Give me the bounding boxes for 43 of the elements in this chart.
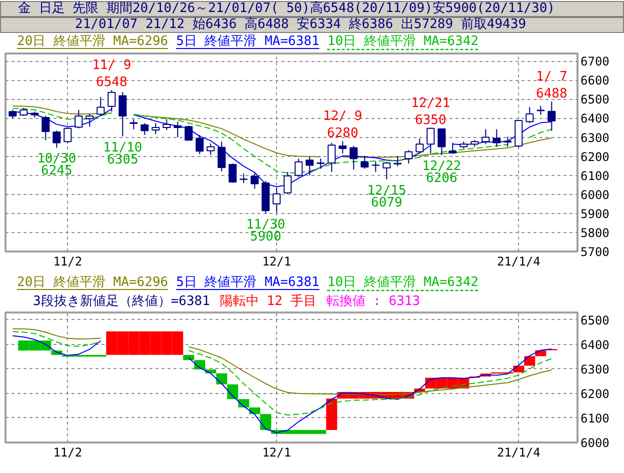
annotation: 12/15 6079 bbox=[367, 183, 406, 210]
y-tick-label: 6500 bbox=[580, 92, 610, 107]
y-tick-label: 6200 bbox=[580, 150, 610, 164]
text: 20日 終値平滑 MA=6296 bbox=[17, 275, 168, 290]
chart-subtitle: 21/01/07 21/12 始6436 高6488 安6334 終6386 出57289 前取49439 bbox=[0, 17, 624, 33]
y-tick-label: 6000 bbox=[580, 188, 610, 202]
text: 20日 終値平滑 MA=6296 bbox=[17, 34, 168, 50]
annotation: 12/21 6350 bbox=[411, 96, 450, 128]
y-tick-label: 5700 bbox=[580, 245, 610, 259]
x-tick-label: 21/1/4 bbox=[496, 254, 540, 268]
y-tick-label: 6300 bbox=[580, 130, 610, 145]
text: 陽転中 12 手目 bbox=[220, 294, 316, 309]
x-tick-label: 12/1 bbox=[262, 446, 292, 460]
annotation: 12/22 6206 bbox=[422, 159, 462, 186]
x-tick-label: 11/2 bbox=[53, 254, 82, 268]
annotation: 1/ 7 6488 bbox=[536, 69, 568, 102]
text: 転換値 : 6313 bbox=[326, 294, 420, 309]
y-tick-label: 6200 bbox=[580, 386, 610, 401]
annotation: 11/ 9 6548 bbox=[92, 58, 132, 90]
annotation: 12/ 9 6280 bbox=[323, 109, 362, 142]
x-tick-label: 12/1 bbox=[262, 254, 292, 268]
x-tick-label: 21/1/4 bbox=[496, 446, 540, 460]
y-tick-label: 6500 bbox=[580, 313, 610, 328]
y-tick-label: 6700 bbox=[580, 54, 610, 69]
y-tick-label: 6300 bbox=[580, 362, 610, 376]
y-tick-label: 6400 bbox=[580, 338, 610, 352]
y-tick-label: 6100 bbox=[580, 168, 610, 183]
x-tick-label: 11/2 bbox=[53, 446, 82, 460]
text: 10日 終値平滑 MA=6342 bbox=[327, 34, 478, 50]
y-tick-label: 6600 bbox=[580, 74, 610, 88]
y-tick-label: 6000 bbox=[580, 436, 610, 450]
annotation: 11/10 6305 bbox=[103, 140, 142, 168]
y-tick-label: 6400 bbox=[580, 112, 610, 126]
annotation: 11/30 5900 bbox=[246, 217, 286, 244]
chart-title: 金 日足 先限 期間20/10/26～21/01/07( 50)高6548(20/11/09)安5900(20/11/30) bbox=[0, 1, 624, 17]
y-tick-label: 5800 bbox=[580, 226, 610, 240]
text: 10日 終値平滑 MA=6342 bbox=[327, 275, 478, 290]
text: 5日 終値平滑 MA=6381 bbox=[176, 275, 320, 290]
annotation: 10/30 6245 bbox=[37, 152, 76, 179]
y-tick-label: 5900 bbox=[580, 206, 610, 221]
y-tick-label: 6100 bbox=[580, 411, 610, 426]
text: 5日 終値平滑 MA=6381 bbox=[176, 34, 320, 50]
chart-title: 3段抜き新値足（終値）=6381 bbox=[33, 294, 210, 309]
